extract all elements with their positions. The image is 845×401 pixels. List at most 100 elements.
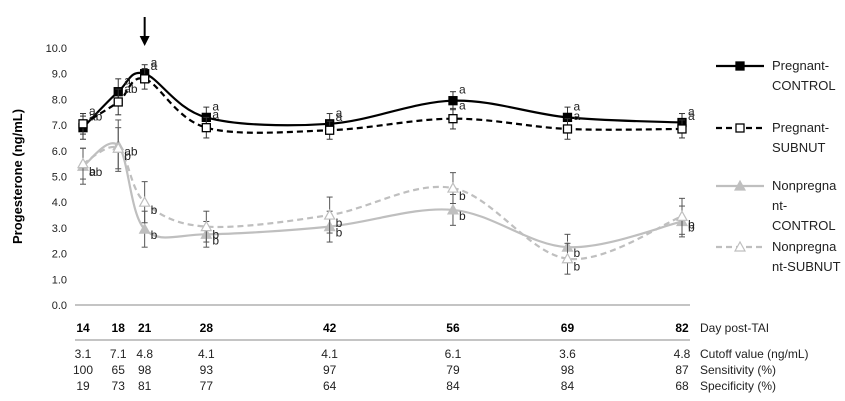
data-point — [140, 74, 150, 84]
table-cell: 3.1 — [75, 347, 92, 361]
arrow-head — [139, 36, 150, 46]
x-axis-title: Day post-TAI — [700, 321, 769, 335]
significance-label: a — [151, 59, 158, 73]
data-point — [561, 252, 574, 264]
significance-label: b — [212, 233, 219, 247]
y-axis-title: Progesterone (ng/mL) — [10, 109, 25, 244]
legend-label: nt- — [772, 198, 787, 213]
table-cell: 4.8 — [136, 347, 153, 361]
data-point — [113, 97, 123, 107]
series-line — [82, 71, 683, 129]
y-tick-label: 4.0 — [52, 197, 67, 209]
table-cell: 4.8 — [674, 347, 691, 361]
significance-label: b — [573, 246, 580, 260]
y-tick-label: 5.0 — [52, 172, 67, 184]
legend-label: Pregnant- — [772, 120, 829, 135]
y-tick-label: 7.0 — [52, 120, 67, 132]
legend-entry: Pregnant- CONTROL — [716, 58, 836, 93]
data-point — [138, 195, 151, 207]
day-label: 56 — [446, 321, 460, 335]
significance-label: b — [151, 228, 158, 242]
significance-label: a — [459, 83, 466, 97]
y-tick-label: 9.0 — [52, 69, 67, 81]
day-label: 28 — [200, 321, 214, 335]
data-point — [323, 208, 336, 220]
data-point — [677, 124, 687, 134]
table-cell: 84 — [446, 379, 460, 393]
legend-label: Nonpregna — [772, 178, 837, 193]
table-cell: 97 — [323, 363, 337, 377]
y-tick-label: 8.0 — [52, 94, 67, 106]
data-point — [200, 220, 213, 232]
table-cell: 98 — [561, 363, 575, 377]
significance-label: a — [212, 108, 219, 122]
significance-label: a — [688, 105, 695, 119]
significance-label: b — [89, 165, 96, 179]
y-tick-label: 2.0 — [52, 249, 67, 261]
table-cell: 93 — [200, 363, 214, 377]
significance-label: b — [688, 220, 695, 234]
table-row-label: Specificity (%) — [700, 379, 776, 393]
significance-label: a — [212, 99, 219, 113]
table-cell: 4.1 — [321, 347, 338, 361]
legend-entry: Pregnant- SUBNUT — [716, 120, 829, 155]
table-cell: 87 — [675, 363, 689, 377]
data-point — [112, 141, 125, 153]
table-cell: 73 — [112, 379, 126, 393]
data-point — [201, 123, 211, 133]
table-cell: 3.6 — [559, 347, 576, 361]
legend-label: SUBNUT — [772, 140, 826, 155]
legend-label: Nonpregna — [772, 239, 837, 254]
significance-label: b — [459, 189, 466, 203]
day-label: 18 — [112, 321, 126, 335]
table-cell: 7.1 — [110, 347, 127, 361]
table-row-label: Sensitivity (%) — [700, 363, 776, 377]
significance-label: b — [573, 260, 580, 274]
legend-marker — [735, 123, 745, 133]
significance-label: b — [336, 226, 343, 240]
table-cell: 19 — [76, 379, 90, 393]
data-point — [562, 124, 573, 134]
table-cell: 64 — [323, 379, 337, 393]
table-row: 3.1 7.1 4.8 4.1 4.1 6.1 3.6 4.8 Cutoff value (ng… — [75, 347, 809, 361]
significance-label: ab — [124, 82, 138, 96]
data-point — [446, 203, 459, 215]
table-row: 100 65 98 93 97 79 98 87 Sensitivity (%) — [73, 363, 776, 377]
significance-label: a — [89, 104, 96, 118]
series-line — [82, 77, 683, 134]
significance-label: a — [459, 99, 466, 113]
significance-label: a — [573, 109, 580, 123]
significance-label: b — [124, 149, 131, 163]
table-cell: 100 — [73, 363, 93, 377]
table-row: 19 73 81 77 64 84 84 68 Specificity (%) — [76, 379, 776, 393]
data-point — [138, 222, 151, 234]
significance-label: a — [336, 106, 343, 120]
data-point — [78, 119, 88, 129]
table-cell: 98 — [138, 363, 152, 377]
table-cell: 4.1 — [198, 347, 215, 361]
significance-label: a — [124, 74, 131, 88]
table-cell: 77 — [200, 379, 214, 393]
series-line — [82, 142, 683, 249]
legend-entry: Nonpregna nt-SUBNUT — [716, 239, 841, 274]
significance-label: b — [212, 228, 219, 242]
data-point — [446, 181, 459, 193]
table-cell: 6.1 — [445, 347, 462, 361]
legend-label: CONTROL — [772, 218, 836, 233]
series-line — [82, 145, 683, 261]
y-tick-label: 1.0 — [52, 274, 67, 286]
significance-label: b — [688, 217, 695, 231]
day-label: 42 — [323, 321, 337, 335]
day-label: 21 — [138, 321, 152, 335]
significance-label: ab — [124, 145, 138, 159]
table-cell: 65 — [112, 363, 126, 377]
significance-label: ab — [89, 165, 103, 179]
table-cell: 81 — [138, 379, 152, 393]
legend-entry: Nonpregna nt- CONTROL — [716, 178, 837, 233]
table-cell: 84 — [561, 379, 575, 393]
